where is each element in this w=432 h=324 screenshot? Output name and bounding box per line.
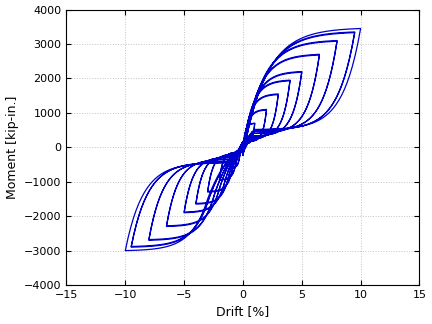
Y-axis label: Moment [kip-in.]: Moment [kip-in.] — [6, 96, 19, 199]
X-axis label: Drift [%]: Drift [%] — [216, 306, 270, 318]
